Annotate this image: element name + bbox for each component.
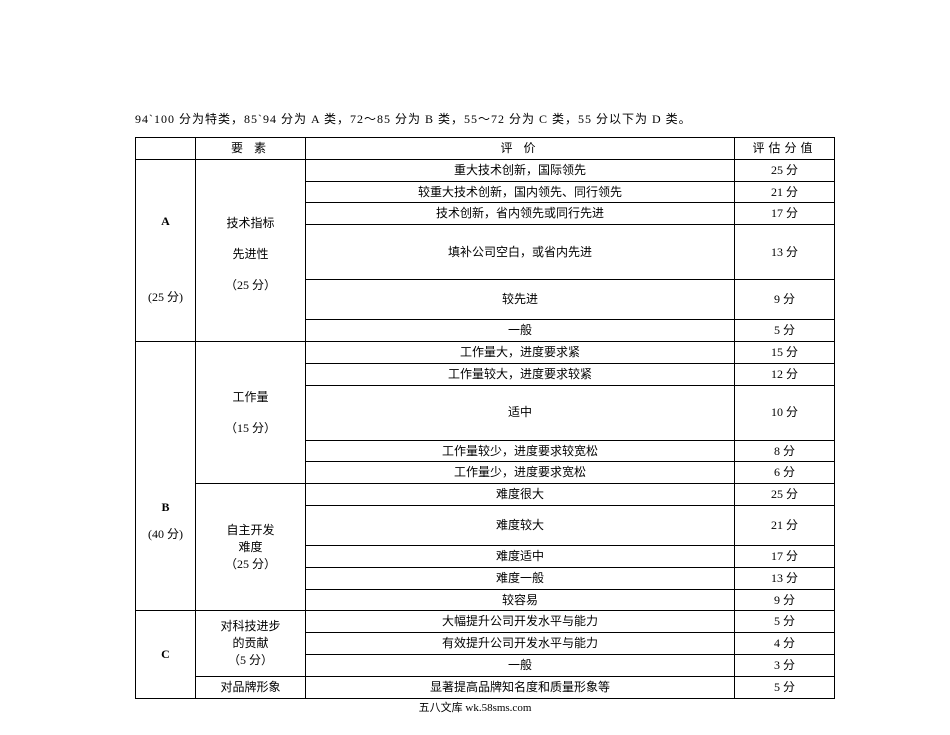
score-cell: 9 分 <box>735 280 835 320</box>
eval-cell: 适中 <box>306 385 735 440</box>
eval-cell: 大幅提升公司开发水平与能力 <box>306 611 735 633</box>
header-score: 评估分值 <box>735 138 835 160</box>
group-b-element-difficulty: 自主开发 难度 （25 分） <box>196 484 306 611</box>
table-row: 自主开发 难度 （25 分） 难度很大 25 分 <box>136 484 835 506</box>
score-cell: 17 分 <box>735 545 835 567</box>
score-cell: 4 分 <box>735 633 835 655</box>
page-footer: 五八文库 wk.58sms.com <box>0 699 950 715</box>
header-element: 要 素 <box>196 138 306 160</box>
score-cell: 8 分 <box>735 440 835 462</box>
eval-cell: 难度较大 <box>306 505 735 545</box>
score-cell: 15 分 <box>735 341 835 363</box>
group-c-label: C <box>136 611 196 698</box>
table-row: 对品牌形象 显著提高品牌知名度和质量形象等 5 分 <box>136 676 835 698</box>
score-cell: 5 分 <box>735 611 835 633</box>
header-empty <box>136 138 196 160</box>
score-cell: 10 分 <box>735 385 835 440</box>
eval-cell: 较容易 <box>306 589 735 611</box>
eval-cell: 一般 <box>306 654 735 676</box>
eval-cell: 重大技术创新，国际领先 <box>306 159 735 181</box>
group-b-label: B (40 分) <box>136 341 196 610</box>
score-cell: 9 分 <box>735 589 835 611</box>
score-cell: 3 分 <box>735 654 835 676</box>
eval-cell: 工作量大，进度要求紧 <box>306 341 735 363</box>
eval-cell: 工作量少，进度要求宽松 <box>306 462 735 484</box>
eval-cell: 填补公司空白，或省内先进 <box>306 225 735 280</box>
eval-cell: 工作量较少，进度要求较宽松 <box>306 440 735 462</box>
group-b-element-workload: 工作量 （15 分） <box>196 341 306 483</box>
score-cell: 17 分 <box>735 203 835 225</box>
score-cell: 25 分 <box>735 484 835 506</box>
eval-cell: 较先进 <box>306 280 735 320</box>
group-a-label: A (25 分) <box>136 159 196 341</box>
intro-text: 94`100 分为特类，85`94 分为 A 类，72～85 分为 B 类，55… <box>135 110 835 127</box>
header-evaluation: 评 价 <box>306 138 735 160</box>
score-cell: 13 分 <box>735 225 835 280</box>
table-row: A (25 分) 技术指标 先进性 （25 分） 重大技术创新，国际领先 25 … <box>136 159 835 181</box>
table-header-row: 要 素 评 价 评估分值 <box>136 138 835 160</box>
score-cell: 25 分 <box>735 159 835 181</box>
score-cell: 5 分 <box>735 676 835 698</box>
score-cell: 21 分 <box>735 505 835 545</box>
eval-cell: 难度适中 <box>306 545 735 567</box>
eval-cell: 技术创新，省内领先或同行先进 <box>306 203 735 225</box>
eval-cell: 较重大技术创新，国内领先、同行领先 <box>306 181 735 203</box>
score-cell: 5 分 <box>735 320 835 342</box>
group-c-element-contribution: 对科技进步 的贡献 （5 分） <box>196 611 306 676</box>
score-cell: 13 分 <box>735 567 835 589</box>
table-row: B (40 分) 工作量 （15 分） 工作量大，进度要求紧 15 分 <box>136 341 835 363</box>
eval-cell: 难度很大 <box>306 484 735 506</box>
score-cell: 21 分 <box>735 181 835 203</box>
evaluation-table: 要 素 评 价 评估分值 A (25 分) 技术指标 先进性 <box>135 137 835 699</box>
score-cell: 6 分 <box>735 462 835 484</box>
eval-cell: 显著提高品牌知名度和质量形象等 <box>306 676 735 698</box>
eval-cell: 一般 <box>306 320 735 342</box>
eval-cell: 有效提升公司开发水平与能力 <box>306 633 735 655</box>
group-a-element: 技术指标 先进性 （25 分） <box>196 159 306 341</box>
eval-cell: 难度一般 <box>306 567 735 589</box>
group-c-element-brand: 对品牌形象 <box>196 676 306 698</box>
eval-cell: 工作量较大，进度要求较紧 <box>306 363 735 385</box>
score-cell: 12 分 <box>735 363 835 385</box>
table-row: C 对科技进步 的贡献 （5 分） 大幅提升公司开发水平与能力 5 分 <box>136 611 835 633</box>
